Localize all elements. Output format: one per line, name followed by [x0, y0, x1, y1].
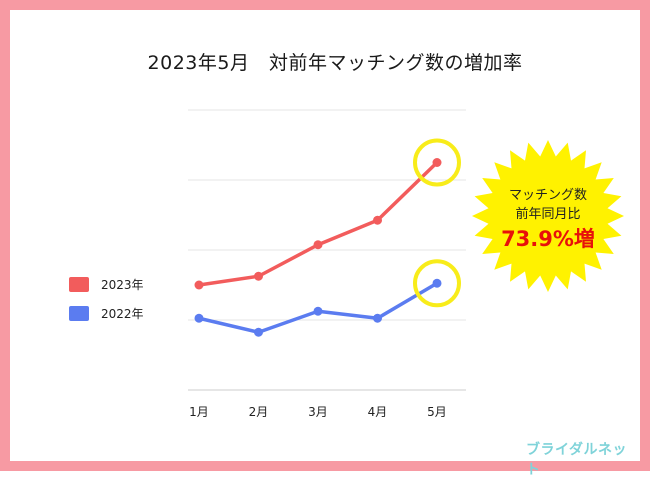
x-tick-label: 4月	[368, 405, 388, 419]
x-tick-label: 1月	[189, 405, 209, 419]
badge-line1: マッチング数	[508, 188, 587, 203]
chart-title: 2023年5月 対前年マッチング数の増加率	[147, 52, 523, 74]
starburst-badge	[472, 140, 624, 292]
data-point	[254, 327, 263, 337]
x-tick-label: 3月	[308, 405, 328, 419]
x-tick-label: 5月	[427, 405, 447, 419]
data-point	[313, 240, 323, 250]
legend-item-2022: 2022年	[69, 305, 144, 322]
highlight-circle	[413, 259, 461, 308]
highlight-circle	[413, 138, 461, 187]
data-point	[313, 306, 323, 316]
legend-label-2023: 2023年	[101, 278, 144, 292]
data-point	[373, 215, 382, 225]
badge-line2: 前年同月比	[515, 207, 581, 222]
data-point	[373, 313, 382, 323]
line-chart: 1月 2月 3月 4月 5月	[188, 109, 624, 419]
data-point	[254, 271, 263, 281]
badge-value: 73.9%増	[501, 227, 595, 251]
legend-swatch-2022	[69, 306, 89, 321]
data-point	[432, 158, 442, 167]
data-point	[194, 280, 204, 290]
legend-item-2023: 2023年	[69, 276, 144, 293]
data-point	[432, 278, 442, 288]
legend-swatch-2023	[69, 277, 89, 292]
legend-label-2022: 2022年	[101, 307, 144, 321]
brand-logo: ブライダルネット	[526, 442, 627, 478]
x-tick-label: 2月	[249, 405, 269, 419]
series-line-0	[197, 160, 439, 287]
data-point	[194, 313, 204, 323]
